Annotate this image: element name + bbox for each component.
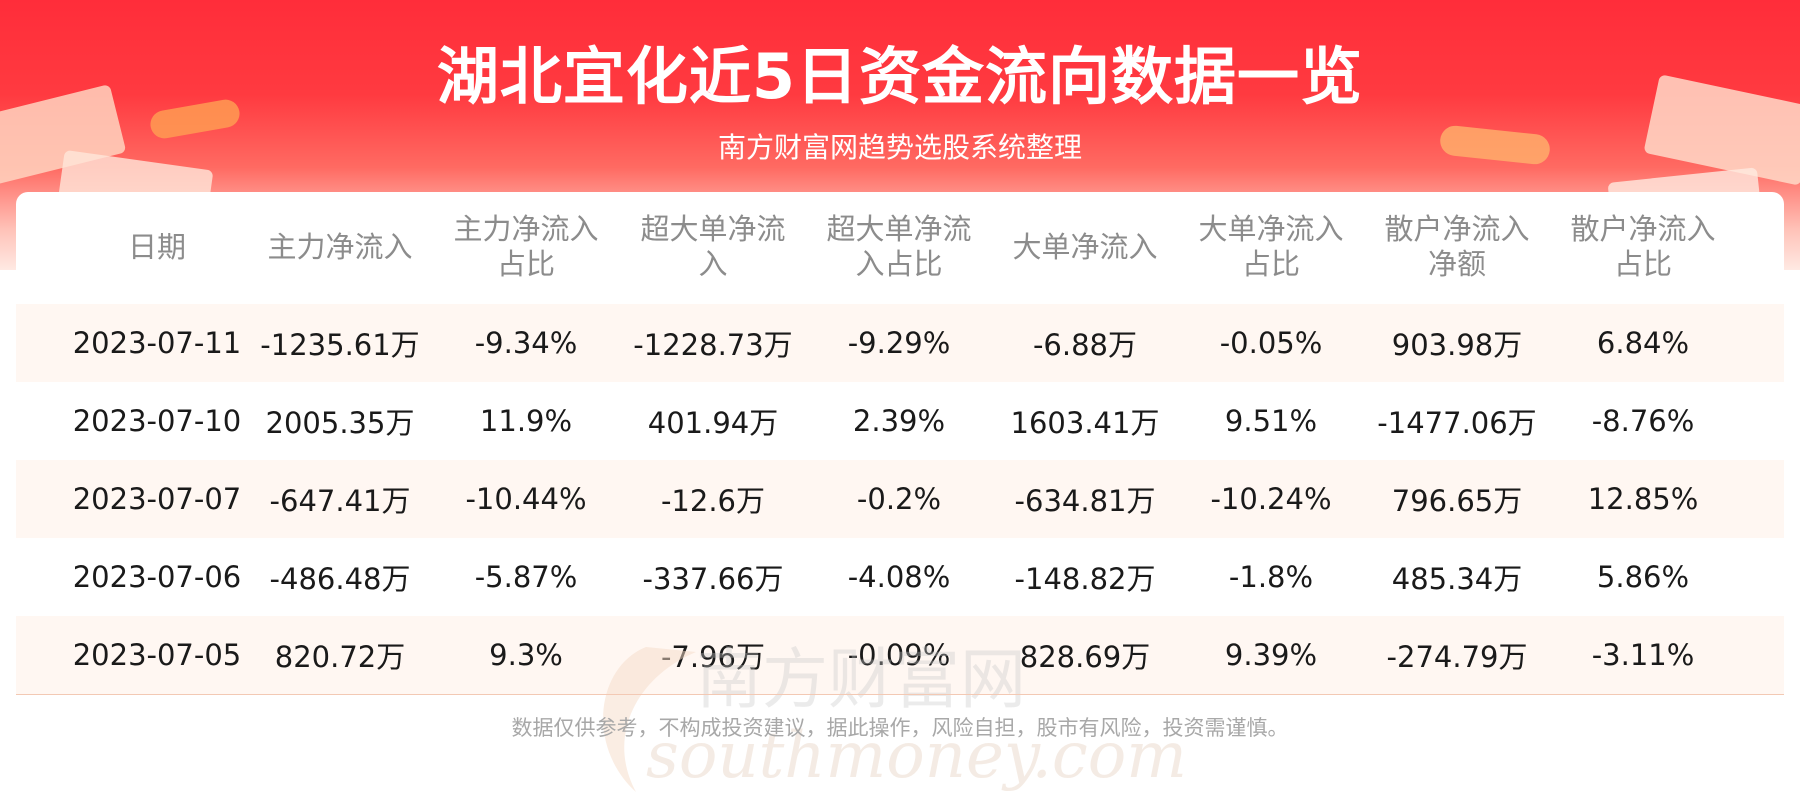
date-cell: 2023-07-11 [72, 326, 242, 360]
column-header: 散户净流入净额 [1364, 192, 1550, 302]
value-cell: 12.85% [1587, 482, 1699, 516]
value-cell: -274.79万 [1386, 640, 1528, 674]
value-cell: -1477.06万 [1377, 406, 1537, 440]
value-cell: 820.72万 [274, 640, 406, 674]
value-cell: -9.34% [474, 326, 578, 360]
value-cell: 9.51% [1224, 404, 1318, 438]
value-cell: -10.44% [465, 482, 587, 516]
value-cell: -12.6万 [660, 484, 766, 518]
column-header-label: 散户净流入占比 [1570, 212, 1716, 281]
value-cell: 2.39% [852, 404, 946, 438]
value-cell: -486.48万 [269, 562, 411, 596]
value-cell: 5.86% [1596, 560, 1690, 594]
value-cell: -1235.61万 [260, 328, 420, 362]
value-cell: 11.9% [479, 404, 573, 438]
value-cell: 401.94万 [647, 406, 779, 440]
disclaimer: 数据仅供参考，不构成投资建议，据此操作，风险自担，股市有风险，投资需谨慎。 [511, 716, 1289, 740]
column-header-label: 主力净流入占比 [453, 212, 599, 281]
value-cell: -4.08% [847, 560, 951, 594]
value-cell: -6.88万 [1032, 328, 1138, 362]
column-header: 主力净流入占比 [433, 192, 619, 302]
column-header: 散户净流入占比 [1550, 192, 1736, 302]
value-cell: -647.41万 [269, 484, 411, 518]
column-header-label: 超大单净流入 [640, 212, 786, 281]
value-cell: 9.3% [489, 638, 563, 672]
value-cell: 1603.41万 [1010, 406, 1160, 440]
page-subtitle: 南方财富网趋势选股系统整理 [717, 131, 1082, 164]
value-cell: 828.69万 [1019, 640, 1151, 674]
value-cell: -0.09% [847, 638, 951, 672]
column-header-label: 主力净流入 [267, 229, 413, 264]
data-table-card: 日期 主力净流入 主力净流入占比 超大单净流入 超大单净流入占比 大单净流入 大单净流入占比… [16, 192, 1784, 800]
value-cell: 796.65万 [1391, 484, 1523, 518]
footer-divider [16, 694, 1784, 695]
column-header: 日期 [64, 192, 250, 302]
table-row: 2023-07-06 -486.48万 -5.87% -337.66万 -4.08% -1… [16, 538, 1784, 616]
value-cell: 9.39% [1224, 638, 1318, 672]
column-header: 大单净流入占比 [1178, 192, 1364, 302]
value-cell: -1.8% [1228, 560, 1314, 594]
column-header-label: 日期 [127, 229, 186, 264]
date-cell: 2023-07-07 [72, 482, 242, 516]
column-header-label: 大单净流入占比 [1198, 212, 1344, 281]
column-header-label: 散户净流入净额 [1384, 212, 1530, 281]
value-cell: -5.87% [474, 560, 578, 594]
value-cell: -148.82万 [1014, 562, 1156, 596]
date-cell: 2023-07-06 [72, 560, 242, 594]
value-cell: -0.2% [856, 482, 942, 516]
date-cell: 2023-07-05 [72, 638, 242, 672]
column-header: 超大单净流入占比 [806, 192, 992, 302]
value-cell: -3.11% [1591, 638, 1695, 672]
value-cell: -634.81万 [1014, 484, 1156, 518]
value-cell: 485.34万 [1391, 562, 1523, 596]
value-cell: 2005.35万 [265, 406, 415, 440]
table-row: 2023-07-11 -1235.61万 -9.34% -1228.73万 -9.29%… [16, 304, 1784, 382]
column-header: 超大单净流入 [620, 192, 806, 302]
date-cell: 2023-07-10 [72, 404, 242, 438]
value-cell: -7.96万 [660, 640, 766, 674]
table-row: 2023-07-10 2005.35万 11.9% 401.94万 2.39% 1603.… [16, 382, 1784, 460]
table-row: 2023-07-05 820.72万 9.3% -7.96万 -0.09% 828.69万… [16, 616, 1784, 694]
value-cell: -337.66万 [642, 562, 784, 596]
column-header: 主力净流入 [247, 192, 433, 302]
value-cell: -8.76% [1591, 404, 1695, 438]
column-header-label: 超大单净流入占比 [826, 212, 972, 281]
value-cell: -1228.73万 [633, 328, 793, 362]
column-header-label: 大单净流入 [1012, 229, 1158, 264]
table-header: 日期 主力净流入 主力净流入占比 超大单净流入 超大单净流入占比 大单净流入 大单净流入占比… [16, 192, 1784, 302]
table-row: 2023-07-07 -647.41万 -10.44% -12.6万 -0.2% -634… [16, 460, 1784, 538]
value-cell: 6.84% [1596, 326, 1690, 360]
value-cell: 903.98万 [1391, 328, 1523, 362]
value-cell: -10.24% [1210, 482, 1332, 516]
value-cell: -9.29% [847, 326, 951, 360]
page-title: 湖北宜化近5日资金流向数据一览 [436, 40, 1364, 113]
value-cell: -0.05% [1219, 326, 1323, 360]
column-header: 大单净流入 [992, 192, 1178, 302]
